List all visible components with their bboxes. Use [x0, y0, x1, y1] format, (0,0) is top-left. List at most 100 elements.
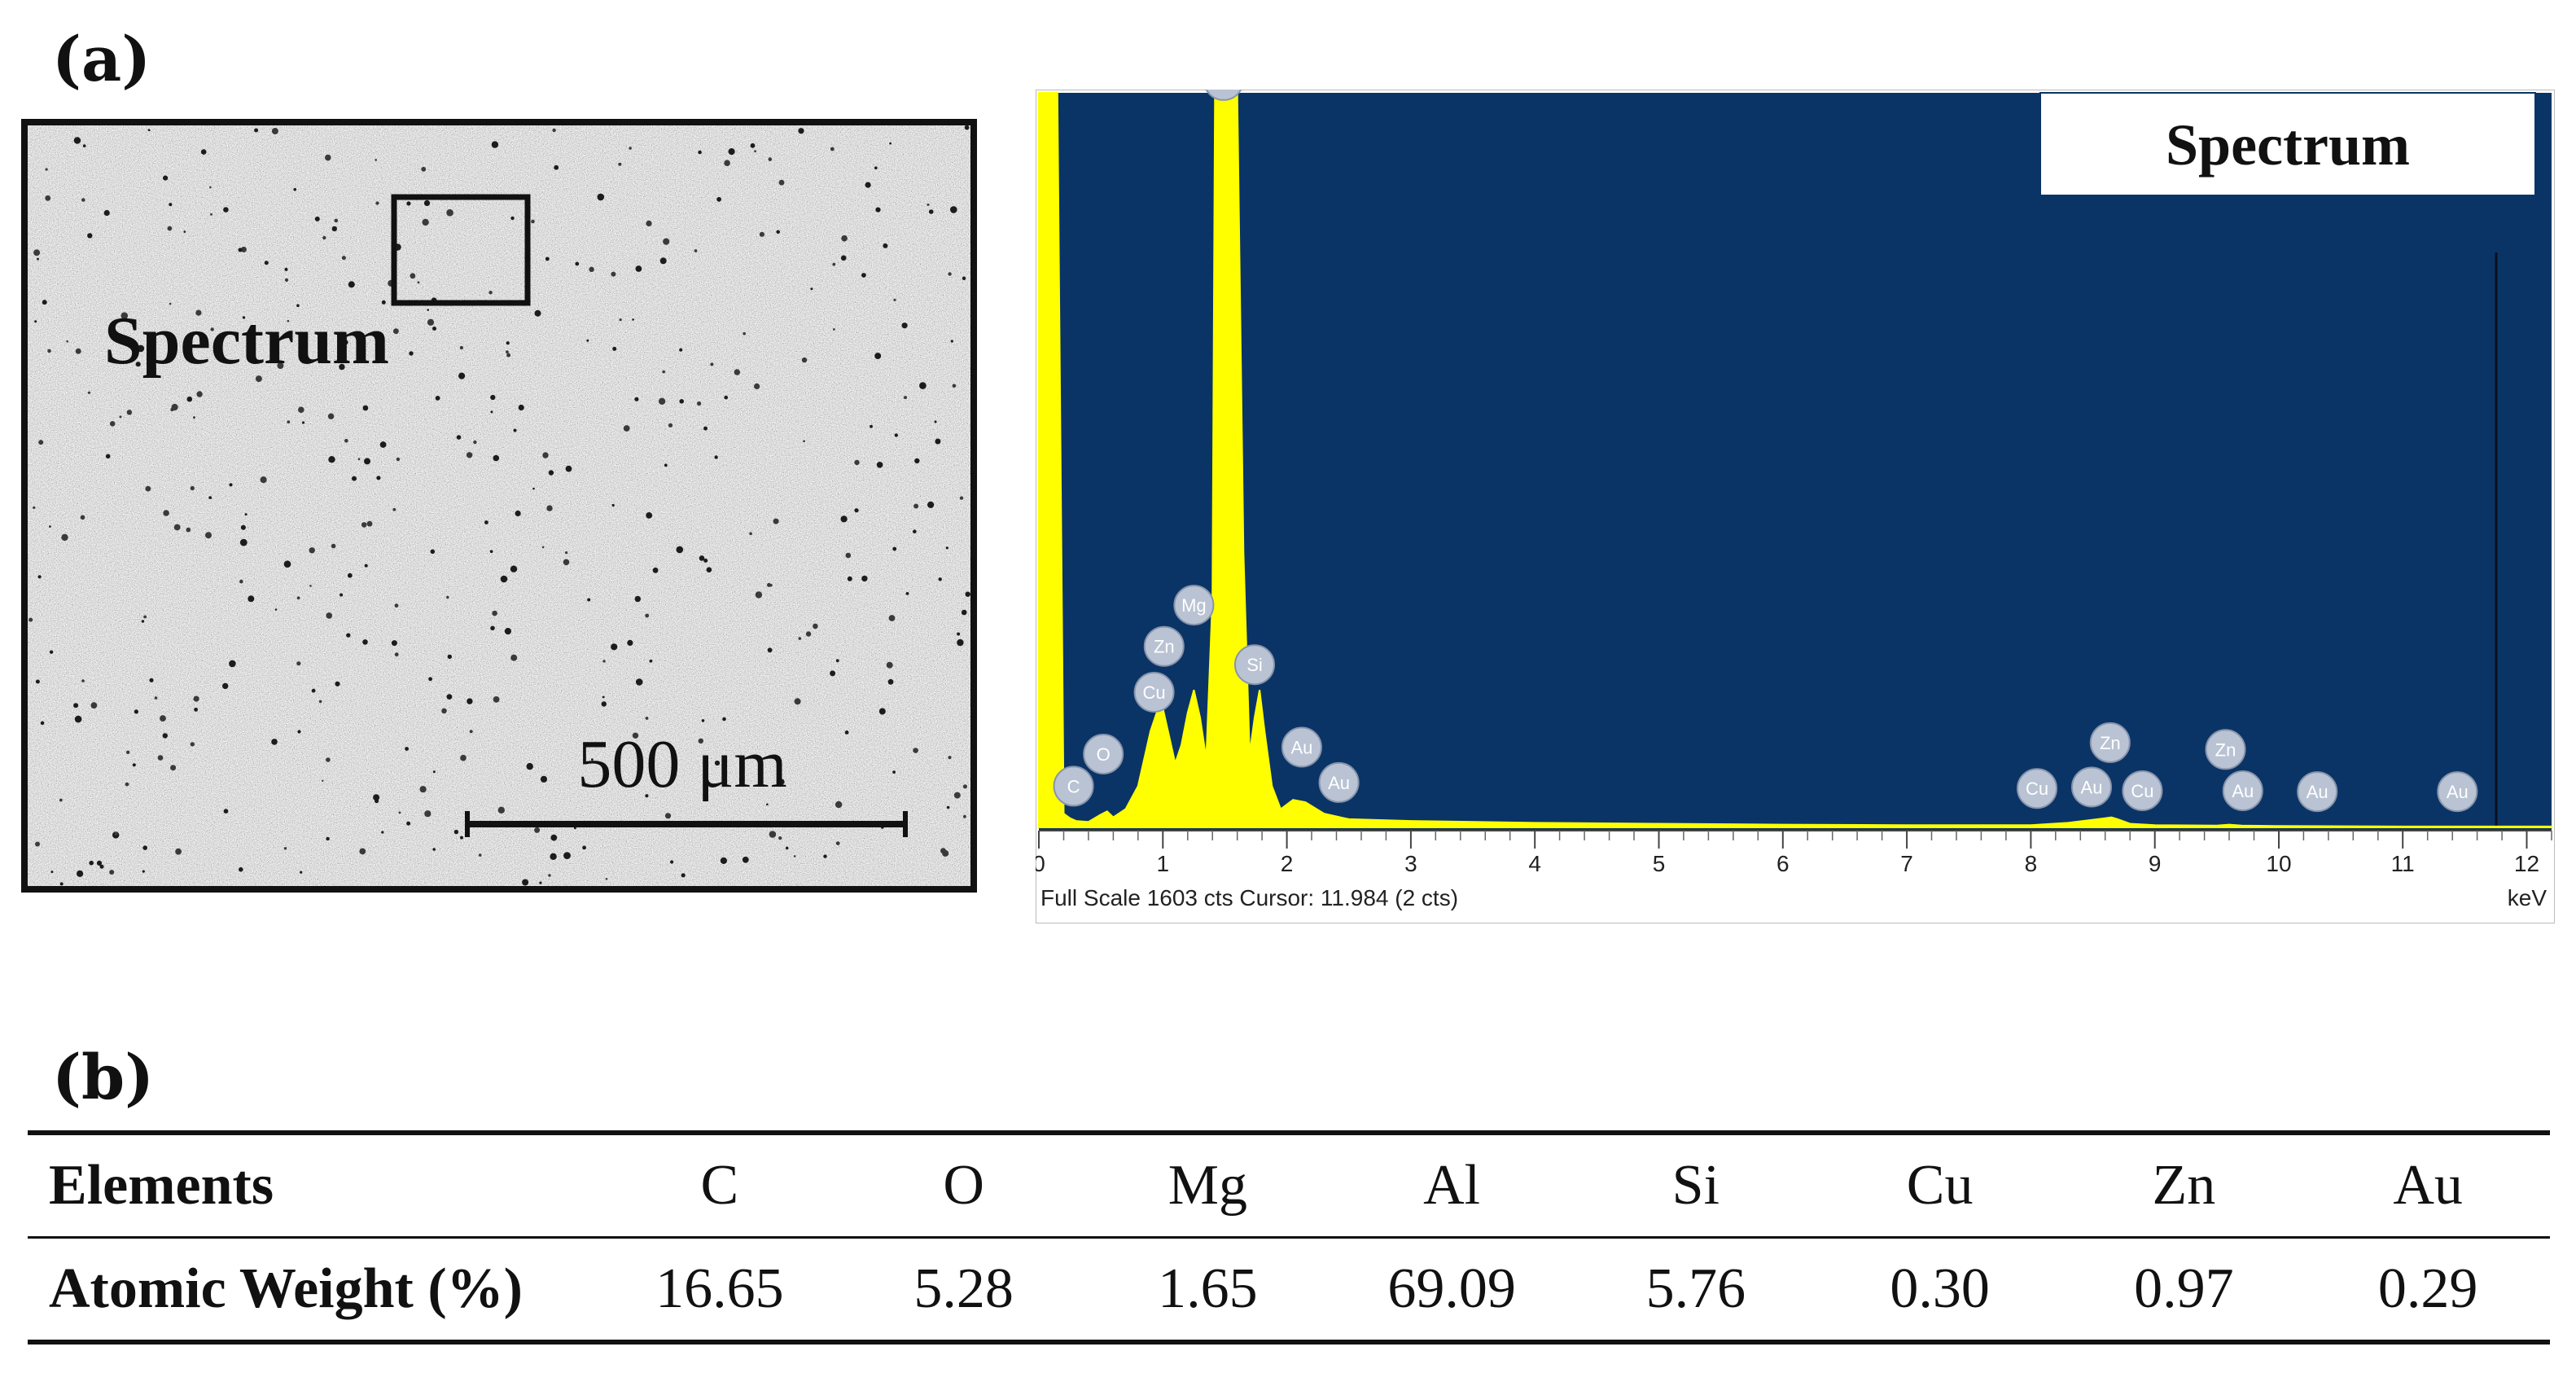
sem-pore	[90, 702, 98, 709]
sem-pore	[260, 476, 267, 484]
sem-pore	[405, 747, 409, 751]
peak-marker-mg: Mg	[1173, 585, 1215, 626]
sem-pore	[195, 309, 202, 316]
sem-pore	[222, 682, 229, 690]
sem-pore	[875, 207, 881, 213]
sem-pore	[773, 518, 779, 524]
sem-pore	[460, 754, 467, 761]
sem-pore	[339, 363, 345, 371]
sem-pore	[134, 709, 138, 714]
sem-pore	[892, 546, 897, 551]
sem-pore	[645, 794, 649, 798]
table-cell: 5.28	[841, 1237, 1086, 1344]
sem-pore	[515, 510, 521, 517]
sem-pore	[239, 538, 248, 546]
sem-pore	[703, 558, 708, 563]
sem-pore	[785, 846, 789, 850]
peak-marker-label: Cu	[2026, 779, 2048, 799]
sem-pore	[778, 179, 785, 186]
row-label-atomic-weight: Atomic Weight (%)	[28, 1237, 598, 1344]
sem-pore	[359, 848, 366, 855]
sem-pore	[34, 320, 37, 323]
sem-pore	[563, 852, 571, 859]
peak-marker-label: Si	[1246, 655, 1263, 675]
sem-pore	[162, 733, 168, 739]
sem-pore	[489, 550, 493, 553]
sem-pore	[80, 515, 85, 520]
sem-pores	[28, 125, 970, 886]
peak-marker-label: Zn	[2215, 739, 2236, 760]
sem-pore	[248, 595, 255, 603]
sem-pore	[456, 435, 462, 440]
peak-marker-zn: Zn	[2205, 729, 2246, 770]
sem-pore	[196, 391, 203, 397]
sem-pore	[612, 346, 617, 351]
sem-pore	[510, 654, 518, 661]
sem-pore	[490, 625, 495, 631]
sem-pore	[962, 784, 967, 789]
sem-pore	[406, 201, 411, 206]
sem-pore	[328, 456, 335, 463]
sem-pore	[50, 871, 54, 874]
sem-pore	[347, 572, 353, 578]
sem-pore	[531, 219, 535, 224]
header-element: O	[841, 1130, 1086, 1239]
sem-pore	[883, 243, 888, 248]
sem-pore	[586, 339, 589, 342]
sem-pore	[904, 396, 907, 400]
sem-pore	[322, 779, 324, 782]
peak-marker-au: Au	[2071, 766, 2112, 808]
sem-pore	[646, 220, 652, 226]
sem-pore	[619, 318, 622, 322]
spectrum-title-box	[2039, 92, 2536, 196]
sem-pore	[835, 841, 840, 845]
sem-pore	[794, 698, 801, 705]
sem-pore	[823, 854, 827, 858]
sem-pore	[679, 399, 684, 404]
sem-pore	[398, 811, 401, 814]
sem-pore	[550, 834, 558, 841]
x-tick-label: 7	[1900, 851, 1913, 876]
sem-pore	[362, 639, 368, 645]
sem-pore	[714, 760, 721, 766]
sem-pore	[724, 395, 728, 400]
sem-pore	[432, 327, 436, 331]
sem-texture	[24, 122, 974, 889]
sem-pore	[754, 383, 760, 389]
sem-pore	[874, 166, 878, 169]
peak-marker-cu: Cu	[2122, 770, 2163, 811]
sem-pore	[645, 717, 649, 720]
peak-marker-circle	[2017, 768, 2057, 809]
sem-pore	[352, 476, 357, 481]
sem-pore	[194, 708, 199, 712]
eds-spectrum-chart: COCuZnMgAlAuSiAuAuCuZnAuCuZnAuAuAu Spect…	[1036, 90, 2555, 923]
sem-pore	[167, 226, 173, 231]
sem-pore	[210, 213, 212, 216]
sem-pore	[953, 792, 961, 799]
panel-label-b: (b)	[52, 1041, 155, 1113]
sem-pore	[229, 483, 233, 487]
sem-pore	[635, 678, 643, 686]
sem-pore	[109, 421, 116, 427]
sem-pore	[229, 660, 236, 668]
sem-pore	[513, 428, 517, 432]
header-element: Cu	[1817, 1130, 2062, 1239]
sem-pore	[664, 463, 668, 467]
sem-pore	[209, 186, 212, 189]
sem-pore	[874, 353, 882, 360]
peak-marker-label: Zn	[2100, 733, 2121, 753]
sem-pore	[73, 137, 81, 144]
sem-pore	[283, 847, 287, 850]
sem-pore	[563, 559, 570, 566]
sem-pore	[410, 273, 416, 279]
table-cell: 0.29	[2306, 1237, 2550, 1344]
sem-pore	[835, 801, 843, 809]
x-axis-label: keV	[2508, 885, 2548, 910]
sem-pore	[490, 394, 496, 401]
sem-pore	[142, 870, 145, 873]
sem-pore	[132, 763, 136, 767]
sem-pore	[676, 546, 684, 554]
sem-pore	[432, 770, 436, 774]
sem-pore	[37, 575, 42, 579]
sem-pore	[430, 549, 436, 555]
